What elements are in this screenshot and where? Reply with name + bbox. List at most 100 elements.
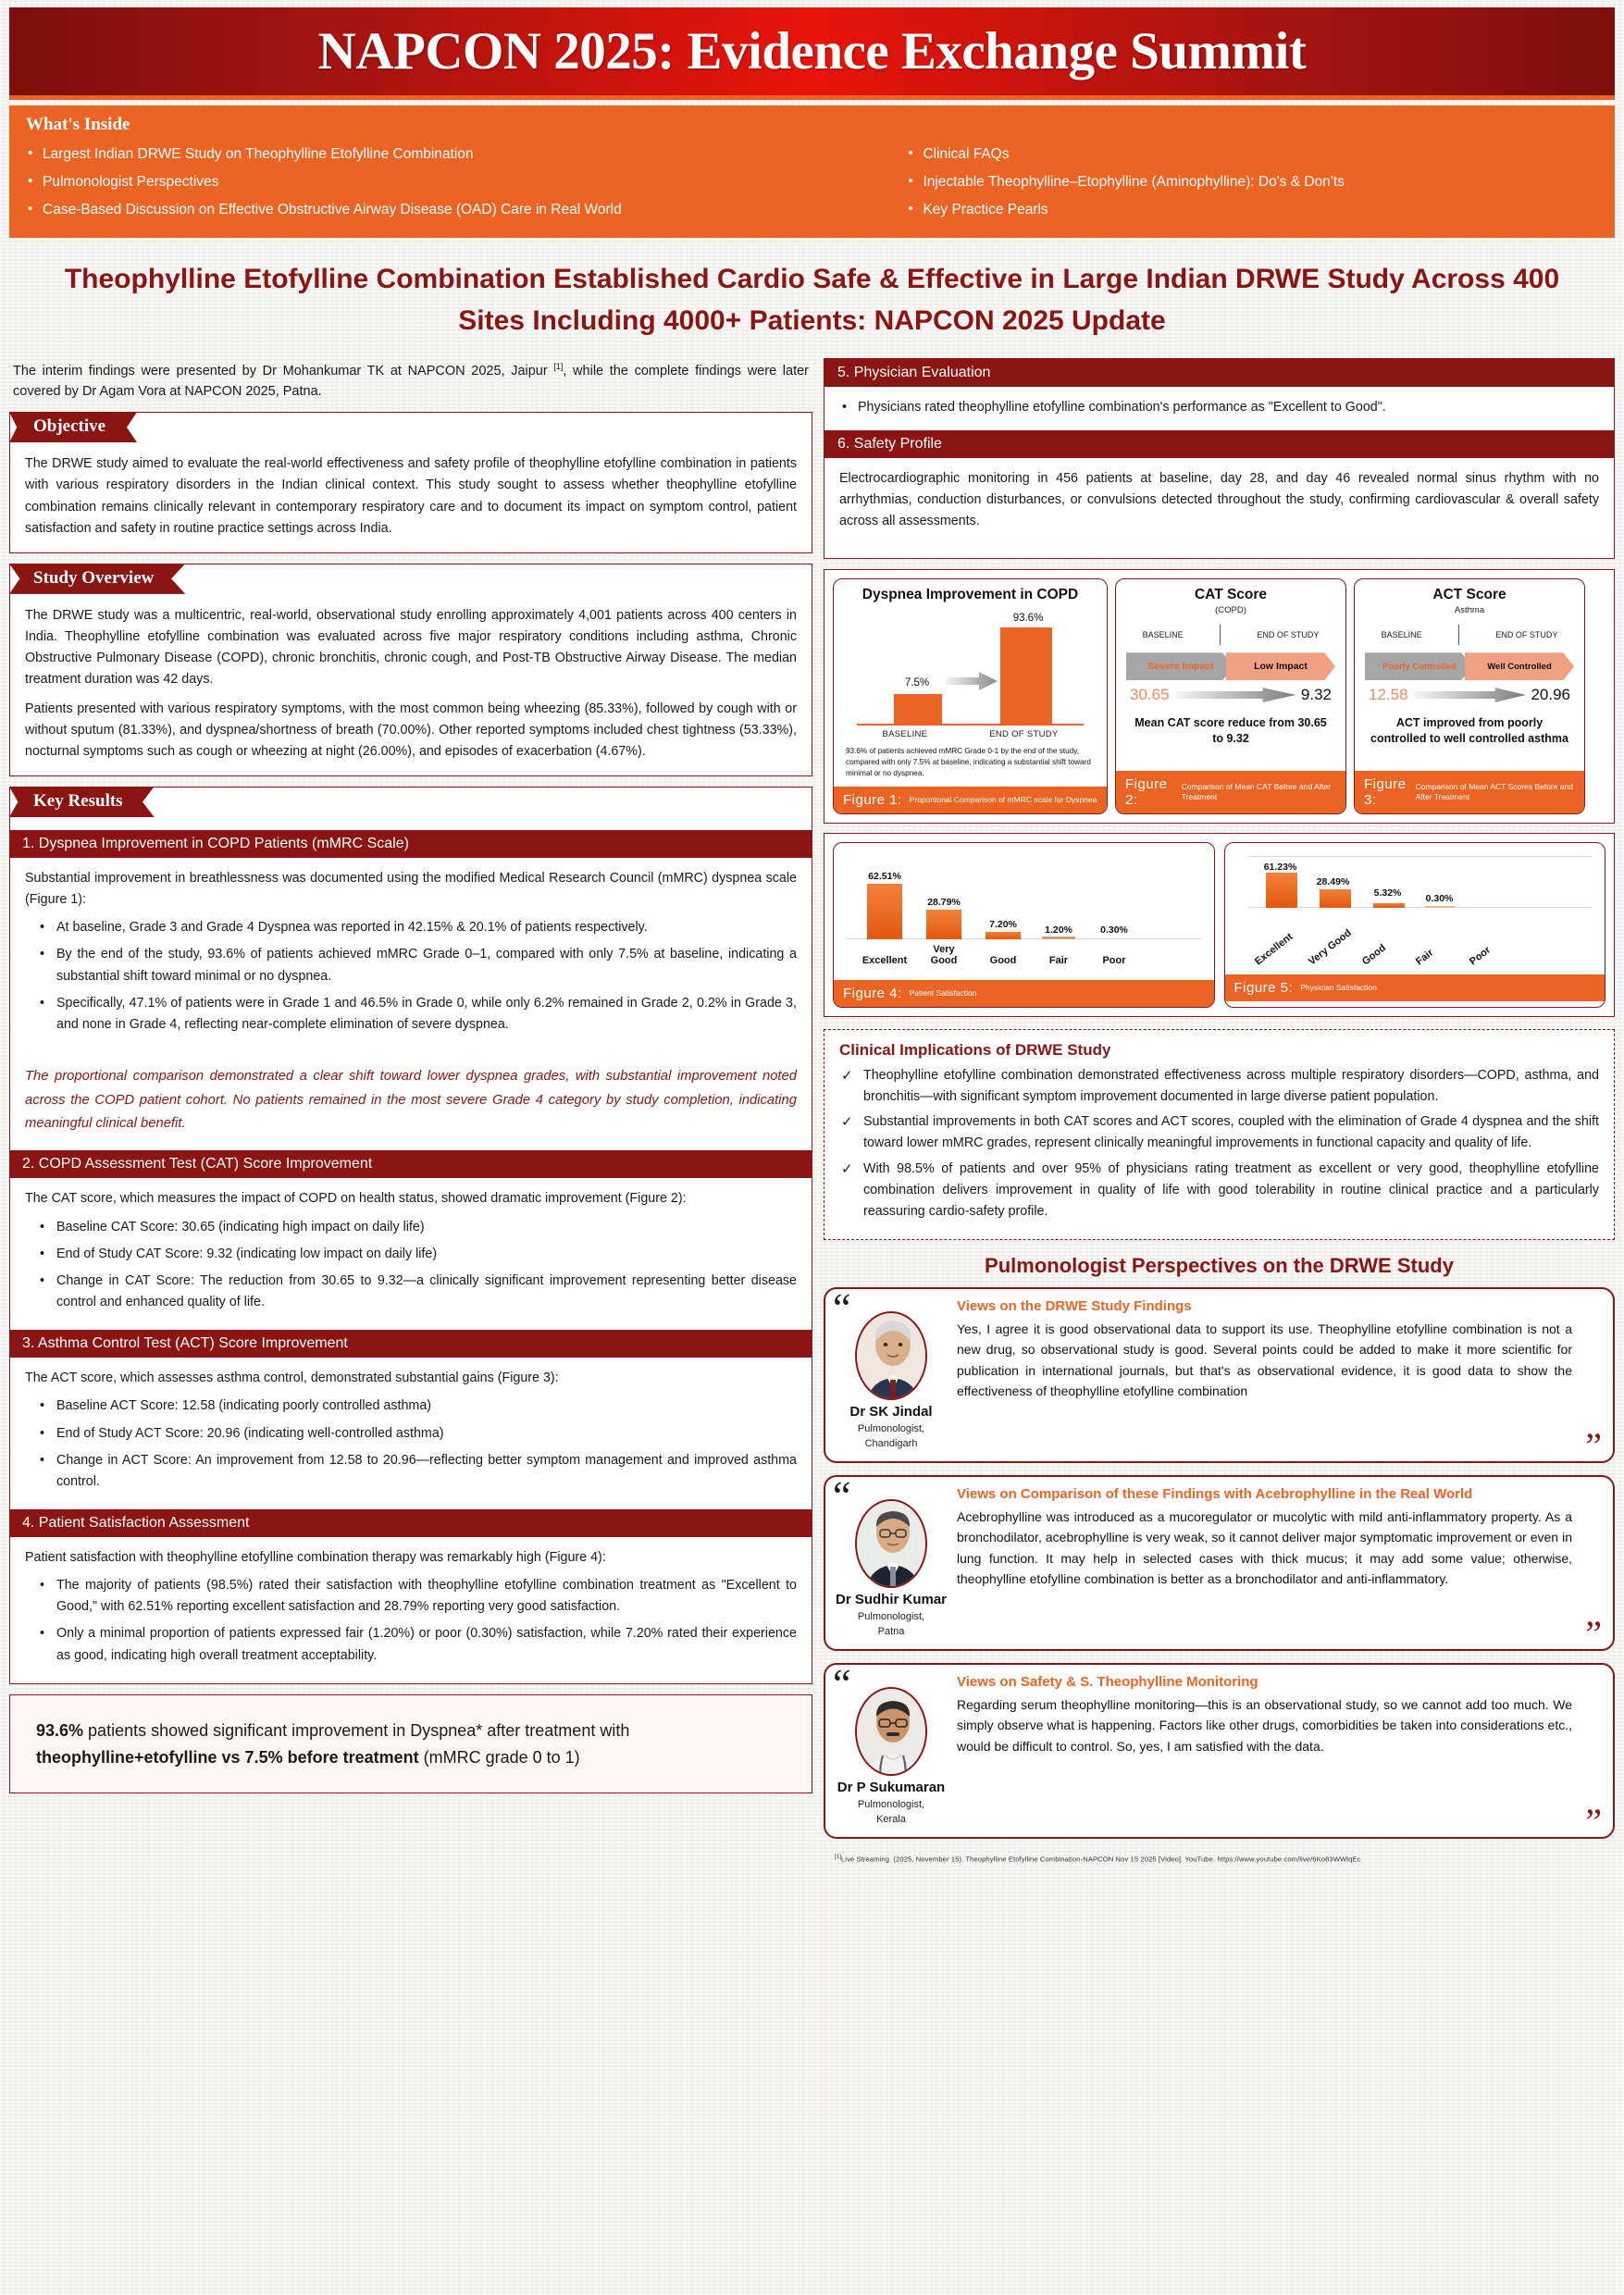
figure-1-bar-baseline: [894, 694, 942, 726]
figure-5-bar-1: [1319, 888, 1351, 908]
quote-card-jindal: “ Dr SK Jindal: [824, 1285, 1615, 1467]
quote-author-name: Dr SK Jindal: [849, 1404, 933, 1420]
quote-card-sukumaran: “: [824, 1662, 1615, 1842]
figure-4-bar-0: [867, 883, 902, 939]
clinical-implication-text: With 98.5% of patients and over 95% of p…: [863, 1160, 1599, 1219]
figure-4-xtick-4: Poor: [1102, 955, 1126, 967]
figure-5-bar-0: [1265, 872, 1297, 908]
key-results-heading: Key Results: [9, 787, 155, 818]
whats-inside-left-list: Largest Indian DRWE Study on Theophyllin…: [26, 140, 906, 225]
article-title: Theophylline Etofylline Combination Esta…: [64, 263, 1560, 336]
quote-title: Views on Safety & S. Theophylline Monito…: [957, 1673, 1258, 1690]
quote-author-name: Dr Sudhir Kumar: [835, 1591, 947, 1607]
figure-2-subtitle: (COPD): [1215, 605, 1246, 616]
list-item: Baseline ACT Score: 12.58 (indicating po…: [38, 1396, 797, 1417]
quote-card-sudhir: “: [824, 1472, 1615, 1652]
figure-5-value-1: 28.49%: [1316, 875, 1350, 887]
list-item: Key Practice Pearls: [906, 195, 1598, 224]
quote-open-icon: “: [833, 1285, 851, 1332]
safety-profile-bar: 6. Safety Profile: [824, 429, 1614, 458]
figure-4-plot: 62.51% Excellent 28.79% Very Good 7.20% …: [847, 856, 1201, 967]
key-result-3-bar: 3. Asthma Control Test (ACT) Score Impro…: [9, 1330, 812, 1358]
key-results-panel: Key Results 1. Dyspnea Improvement in CO…: [9, 787, 812, 1684]
figure-3-divider: [1457, 625, 1460, 646]
figure-3-value-end: 20.96: [1531, 686, 1570, 704]
figure-3: ACT Score Asthma BASELINE END OF STUDY P…: [1354, 578, 1585, 814]
poster-header: NAPCON 2025: Evidence Exchange Summit: [9, 7, 1615, 100]
whats-inside-panel: What's Inside Largest Indian DRWE Study …: [9, 105, 1615, 238]
key-result-2-bar: 2. COPD Assessment Test (CAT) Score Impr…: [9, 1150, 812, 1179]
figure-5-top-gridline: [1246, 855, 1592, 857]
quote-close-icon: ”: [1585, 1800, 1602, 1842]
highlight-stat: 93.6%: [36, 1720, 84, 1740]
quote-author-role: Pulmonologist, Kerala: [835, 1798, 948, 1828]
figure-1-caption-text: Proportional Comparison of mMRC scale fo…: [909, 795, 1097, 805]
list-item: Only a minimal proportion of patients ex…: [38, 1623, 797, 1666]
whats-inside-heading: What's Inside: [26, 115, 130, 134]
figures-1-3-frame: Dyspnea Improvement in COPD 7.5% 93.6%: [824, 569, 1615, 824]
figure-1-axis: [857, 723, 1084, 726]
quote-text: Regarding serum theophylline monitoring—…: [957, 1696, 1572, 1754]
figure-5-bar-3: [1424, 906, 1455, 908]
key-result-1-summary: The proportional comparison demonstrated…: [25, 1069, 797, 1131]
figure-4-value-1: 28.79%: [927, 896, 961, 908]
highlight-bold: theophylline+etofylline vs 7.5% before t…: [36, 1747, 419, 1767]
figure-4-caption-text: Patient Satisfaction: [909, 988, 977, 999]
quote-role-line-2: Patna: [877, 1625, 905, 1637]
figure-3-band-left: Poorly Controlled: [1365, 652, 1474, 681]
quote-text: Acebrophylline was introduced as a mucor…: [957, 1508, 1572, 1587]
footnote: [1]Live Streaming. (2025, November 15). …: [835, 1854, 1361, 1864]
highlight-box: 93.6% patients showed significant improv…: [9, 1693, 812, 1794]
figure-3-subtitle: Asthma: [1454, 605, 1485, 616]
figure-2-col-baseline: BASELINE: [1142, 630, 1184, 640]
list-item: ✓ Substantial improvements in both CAT sc…: [839, 1111, 1599, 1154]
quote-title: Views on the DRWE Study Findings: [957, 1298, 1192, 1315]
figure-5-xtick-2: Good: [1359, 942, 1388, 968]
quote-author-role: Pulmonologist, Patna: [835, 1610, 948, 1640]
figure-2-value-end: 9.32: [1300, 686, 1332, 704]
quote-role-line-1: Pulmonologist,: [857, 1423, 925, 1435]
figure-3-arrow-icon: [1413, 688, 1526, 703]
objective-panel: Objective The DRWE study aimed to evalua…: [9, 412, 812, 553]
perspectives-heading: Pulmonologist Perspectives on the DRWE S…: [985, 1254, 1454, 1278]
figure-2-message: Mean CAT score reduce from 30.65 to 9.32: [1134, 716, 1327, 746]
figure-5-xtick-3: Fair: [1413, 947, 1435, 968]
figure-5-xtick-4: Poor: [1467, 944, 1493, 968]
figure-3-band-right: Well Controlled: [1465, 652, 1574, 681]
figure-2-number: Figure 2:: [1125, 775, 1168, 808]
quote-title: Views on Comparison of these Findings wi…: [957, 1485, 1473, 1502]
header-wrapper: NAPCON 2025: Evidence Exchange Summit: [0, 0, 1624, 100]
figure-3-title: ACT Score: [1432, 587, 1506, 603]
list-item: At baseline, Grade 3 and Grade 4 Dyspnea…: [38, 917, 797, 938]
quote-open-icon: “: [833, 1472, 851, 1519]
key-result-1-intro: Substantial improvement in breathlessnes…: [25, 871, 797, 908]
quote-role-line-1: Pulmonologist,: [857, 1798, 925, 1810]
lede-paragraph: The interim findings were presented by D…: [13, 361, 809, 400]
figure-2-col-end: END OF STUDY: [1257, 630, 1320, 640]
figure-3-col-end: END OF STUDY: [1495, 630, 1558, 640]
clinical-implications-heading: Clinical Implications of DRWE Study: [839, 1040, 1111, 1059]
list-item: ✓ With 98.5% of patients and over 95% of …: [839, 1159, 1599, 1222]
figure-4-bar-1: [926, 909, 961, 939]
figure-5-caption-text: Physician Satisfaction: [1300, 983, 1377, 993]
quote-author-role: Pulmonologist, Chandigarh: [835, 1422, 948, 1452]
clinical-implication-text: Theophylline etofylline combination demo…: [863, 1067, 1599, 1105]
figure-2-value-baseline: 30.65: [1130, 686, 1170, 704]
clinical-implication-text: Substantial improvements in both CAT sco…: [863, 1114, 1599, 1151]
quote-close-icon: ”: [1585, 1424, 1602, 1467]
key-result-4-intro: Patient satisfaction with theophylline e…: [25, 1549, 606, 1565]
figure-5-value-2: 5.32%: [1373, 887, 1402, 899]
footnote-text: Live Streaming. (2025, November 15). The…: [840, 1855, 1361, 1864]
highlight-text-a: patients showed significant improvement …: [83, 1720, 630, 1740]
list-item: By the end of the study, 93.6% of patien…: [38, 944, 797, 986]
figure-2-divider: [1219, 625, 1221, 646]
figure-4: 62.51% Excellent 28.79% Very Good 7.20% …: [833, 841, 1215, 1008]
figure-1-value-label-end: 93.6%: [1012, 613, 1044, 625]
figure-2-caption-text: Comparison of Mean CAT Before and After …: [1181, 782, 1332, 801]
list-item: End of Study ACT Score: 20.96 (indicatin…: [38, 1423, 797, 1445]
figure-1-plot: 7.5% 93.6%: [857, 607, 1084, 726]
figure-4-xtick-3: Fair: [1048, 955, 1069, 967]
portrait-sudhir-icon: [857, 1500, 925, 1586]
figure-1-xtick-baseline: BASELINE: [882, 729, 928, 740]
